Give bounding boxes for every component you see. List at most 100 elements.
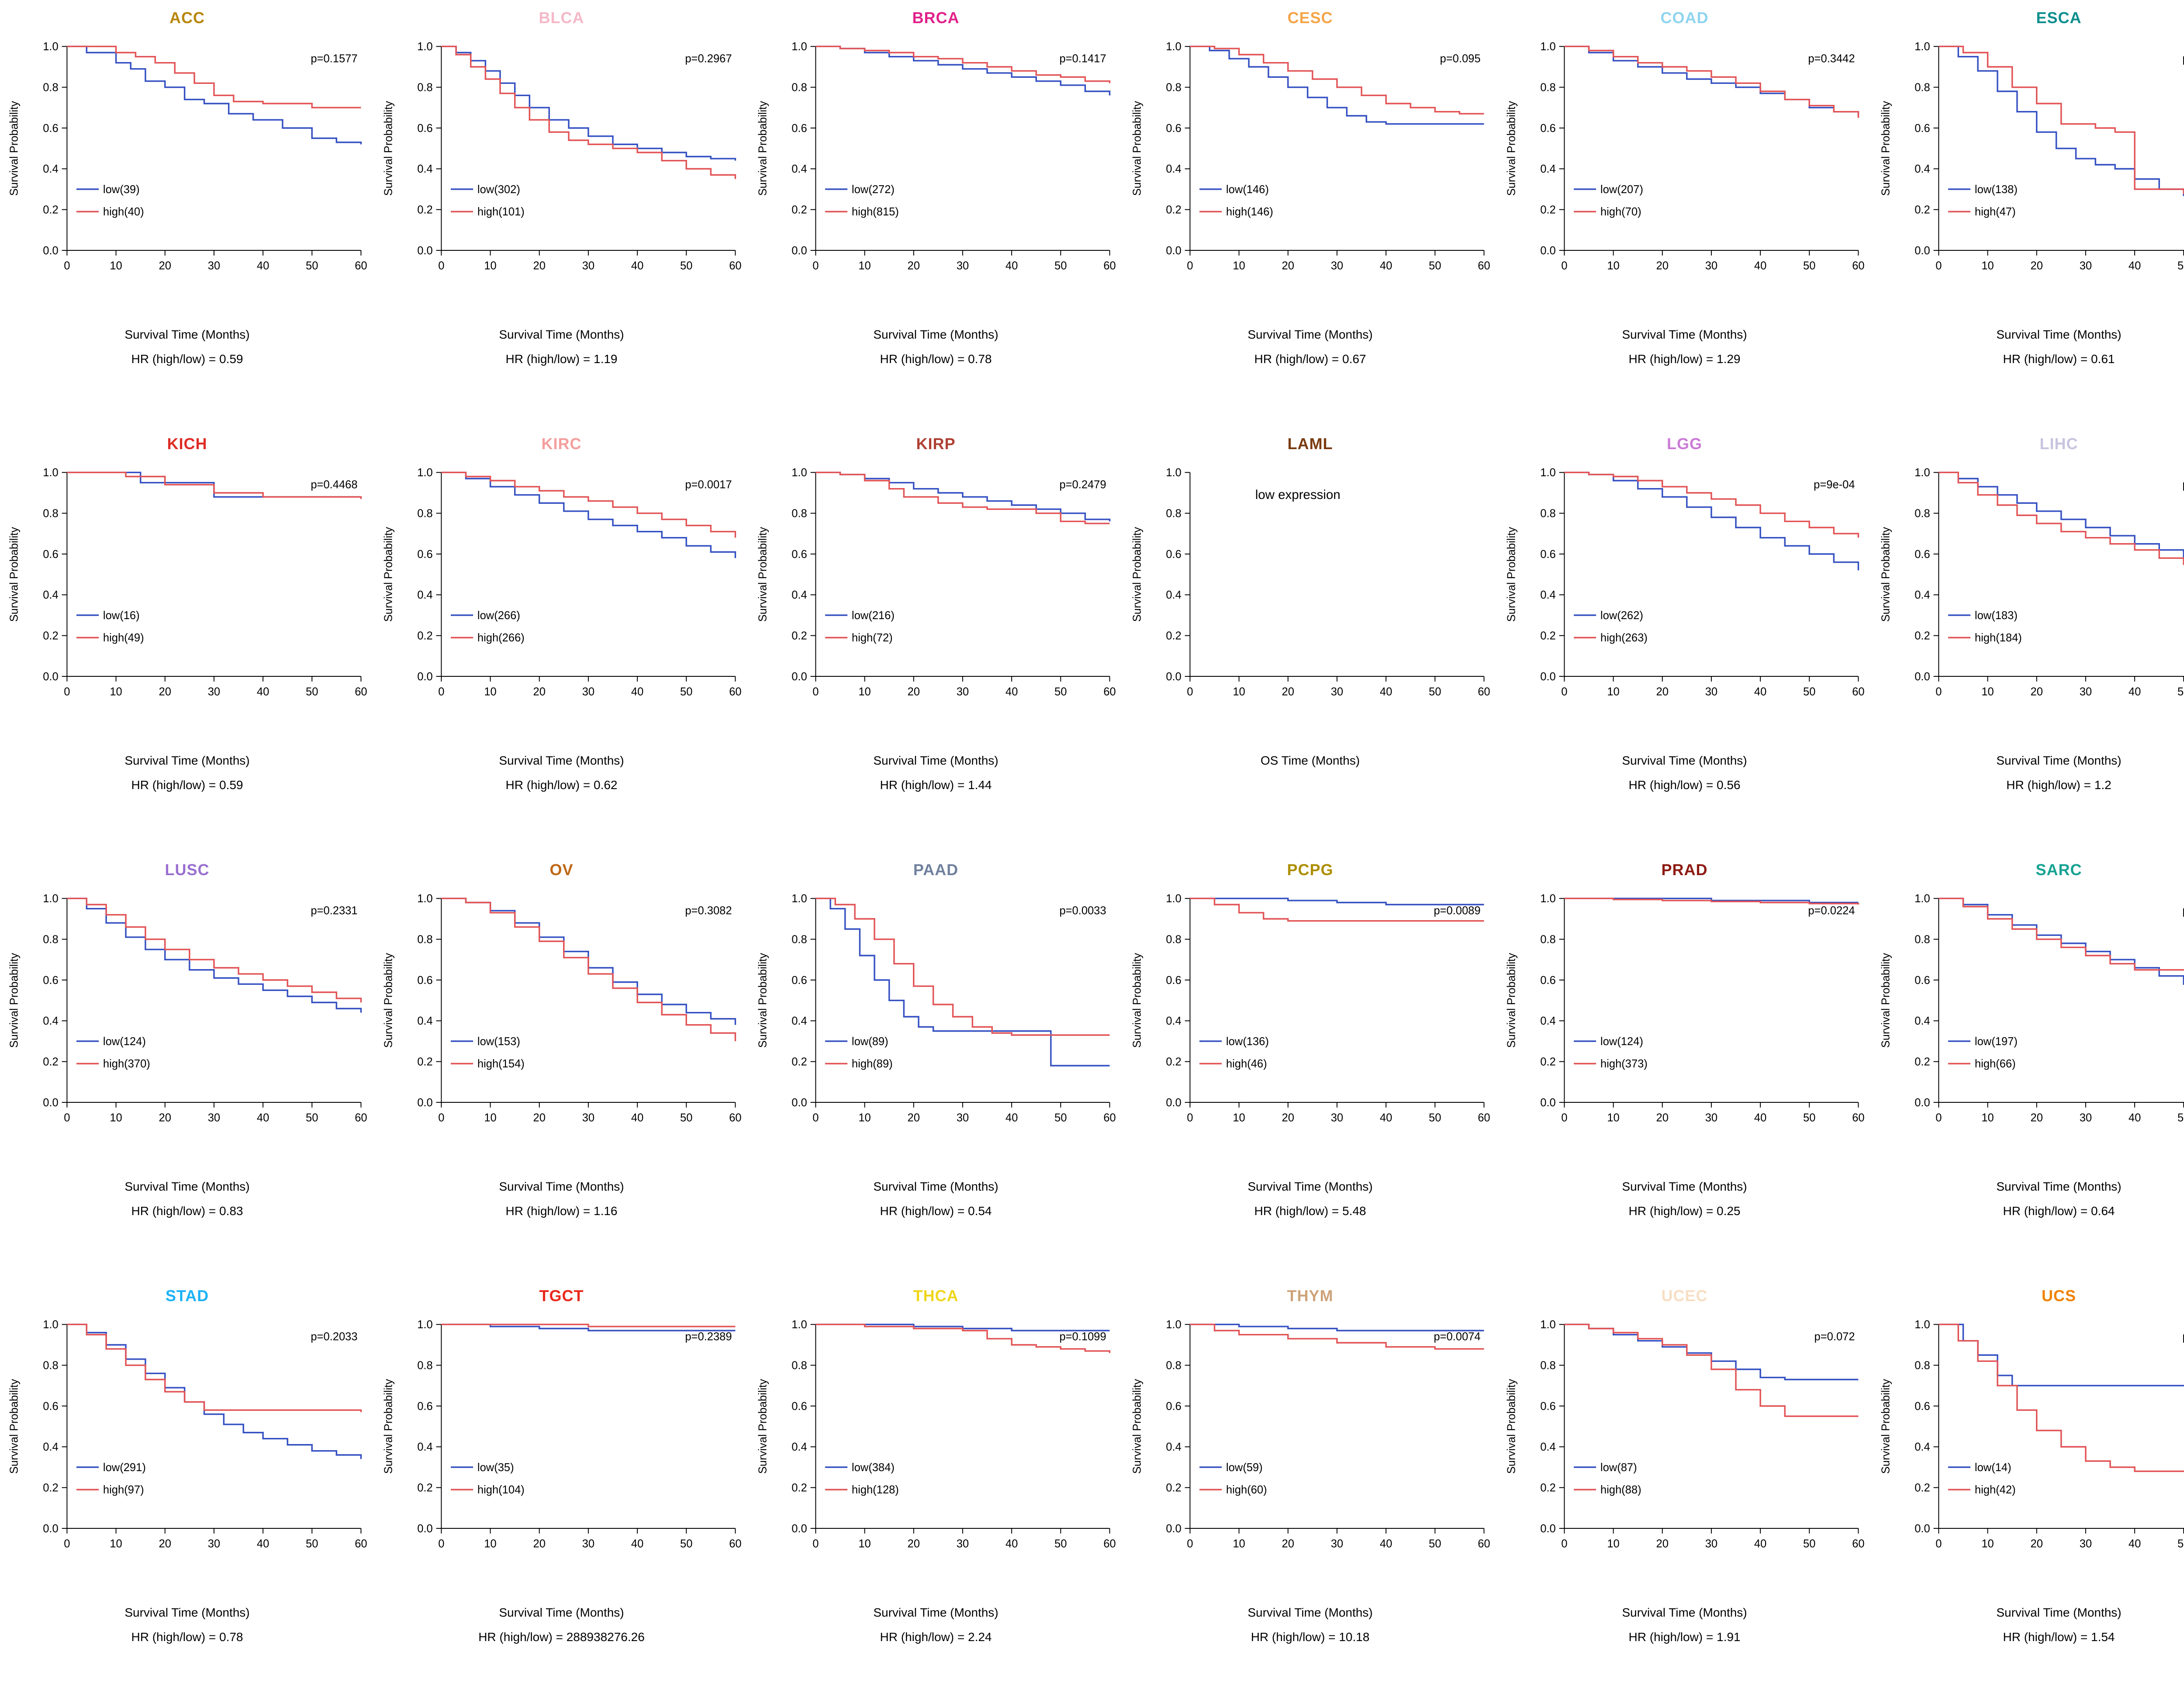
km-panel-PRAD: PRAD 0.0 0.2 0.4 0.6 0.8 1.0 Survival Probabili… [1497,852,1872,1278]
y-tick-label: 1.0 [1540,41,1556,53]
y-axis-label: Survival Probability [8,1379,20,1474]
x-tick-label: 50 [1054,1112,1067,1124]
survival-plot: 0.0 0.2 0.4 0.6 0.8 1.0 Survival Probability 0 1… [1505,1319,1864,1550]
y-tick-label: 0.0 [791,245,807,257]
x-tick-label: 10 [110,260,122,272]
y-tick-label: 1.0 [791,41,807,53]
x-tick-label: 10 [1607,1112,1619,1124]
panel-title: ACC [169,9,205,27]
y-tick-label: 0.8 [417,508,433,520]
x-tick-label: 40 [257,1538,269,1550]
x-axis-label: Survival Time (Months) [499,328,624,341]
panel-title: LIHC [2039,435,2078,453]
y-tick-label: 0.0 [1914,245,1930,257]
x-tick-label: 30 [208,686,220,698]
km-curve-high [816,897,1110,1036]
survival-plot: 0.0 0.2 0.4 0.6 0.8 1.0 Survival Probability 0 1… [382,893,741,1124]
x-tick-label: 60 [1852,1538,1864,1550]
p-value-label: p=0.1577 [311,53,357,65]
panel-title: THCA [913,1287,959,1305]
hr-ratio-label: HR (high/low) = 0.56 [1628,778,1741,792]
hr-ratio-label: HR (high/low) = 5.48 [1254,1204,1366,1218]
legend-label-high: high(146) [1226,206,1273,218]
p-value-label: p=0.3069 [2182,1331,2184,1343]
x-axis-label: Survival Time (Months) [1996,328,2122,341]
x-tick-label: 20 [2031,260,2043,272]
x-tick-label: 20 [2031,686,2043,698]
km-curve-low [816,1323,1110,1332]
y-tick-label: 0.8 [417,1360,433,1372]
x-tick-label: 40 [2129,1112,2141,1124]
x-tick-label: 10 [1607,1538,1619,1550]
x-tick-label: 0 [64,260,70,272]
x-tick-label: 10 [1981,1538,1994,1550]
y-axis-label: Survival Probability [1880,101,1892,196]
x-tick-label: 30 [2080,1538,2092,1550]
y-tick-label: 0.4 [791,1441,807,1453]
hr-ratio-label: HR (high/low) = 1.2 [2006,778,2111,792]
y-tick-label: 1.0 [417,1319,433,1331]
x-tick-label: 10 [484,1538,496,1550]
survival-plot: 0.0 0.2 0.4 0.6 0.8 1.0 Survival Probability 0 1… [1880,467,2184,698]
km-curve-high [816,471,1110,524]
hr-ratio-label: HR (high/low) = 0.61 [2003,352,2115,366]
km-curve-low [67,45,362,145]
x-axis-label: Survival Time (Months) [124,1180,250,1193]
km-panel-UCEC: UCEC 0.0 0.2 0.4 0.6 0.8 1.0 Survival Probabili… [1497,1278,1872,1704]
x-tick-label: 20 [1656,686,1669,698]
legend-label-high: high(815) [852,206,899,218]
survival-plot: 0.0 0.2 0.4 0.6 0.8 1.0 Survival Probability 0 1… [1131,1319,1490,1550]
x-tick-label: 40 [2129,686,2141,698]
x-tick-label: 40 [1006,686,1018,698]
panel-title: ESCA [2036,9,2082,27]
x-tick-label: 50 [1429,260,1441,272]
km-curve-low [1939,1323,2184,1387]
x-tick-label: 20 [1282,1538,1294,1550]
x-tick-label: 0 [812,686,819,698]
x-tick-label: 0 [1561,1538,1567,1550]
x-tick-label: 50 [1803,1538,1815,1550]
km-panel-SARC: SARC 0.0 0.2 0.4 0.6 0.8 1.0 Survival Probabili… [1872,852,2184,1278]
survival-plot: 0.0 0.2 0.4 0.6 0.8 1.0 Survival Probability 0 1… [8,467,367,698]
km-curve-high [1564,471,1859,538]
x-tick-label: 60 [1852,1112,1864,1124]
y-tick-label: 0.0 [417,1523,433,1535]
x-tick-label: 30 [208,260,220,272]
y-tick-label: 1.0 [791,467,807,479]
survival-plot: 0.0 0.2 0.4 0.6 0.8 1.0 Survival Probability 0 1… [757,1319,1116,1550]
p-value-label: p=0.095 [1440,53,1481,65]
x-tick-label: 50 [2177,1112,2184,1124]
y-tick-label: 0.8 [1540,934,1556,946]
y-tick-label: 0.4 [417,1015,433,1027]
x-tick-label: 10 [484,686,496,698]
legend-label-low: low(39) [103,184,140,196]
x-tick-label: 30 [1705,686,1717,698]
y-tick-label: 1.0 [43,41,59,53]
y-tick-label: 1.0 [1540,893,1556,905]
legend-label-high: high(47) [1975,206,2016,218]
x-tick-label: 30 [582,686,594,698]
legend-label-low: low(197) [1975,1036,2018,1048]
y-axis-label: Survival Probability [1505,527,1517,622]
y-tick-label: 0.6 [1914,974,1930,987]
y-tick-label: 0.4 [1540,1015,1556,1027]
panel-title: UCS [2041,1287,2076,1305]
km-panel-BRCA: BRCA 0.0 0.2 0.4 0.6 0.8 1.0 Survival Probabili… [749,0,1123,426]
x-tick-label: 40 [1754,1112,1766,1124]
x-tick-label: 10 [858,260,871,272]
legend-label-high: high(88) [1600,1484,1641,1496]
y-tick-label: 1.0 [1166,1319,1182,1331]
x-tick-label: 40 [1380,260,1392,272]
hr-ratio-label: HR (high/low) = 0.62 [505,778,618,792]
x-tick-label: 20 [2031,1538,2043,1550]
hr-ratio-label: HR (high/low) = 1.29 [1628,352,1741,366]
x-tick-label: 50 [2177,1538,2184,1550]
y-axis-label: Survival Probability [757,101,769,196]
legend-label-low: low(14) [1975,1462,2011,1474]
km-curve-low [816,45,1111,96]
p-value-label: p=0.1417 [1059,53,1106,65]
y-tick-label: 1.0 [43,893,59,905]
legend-label-low: low(272) [852,184,895,196]
x-tick-label: 10 [484,1112,496,1124]
legend-label-high: high(101) [477,206,525,218]
